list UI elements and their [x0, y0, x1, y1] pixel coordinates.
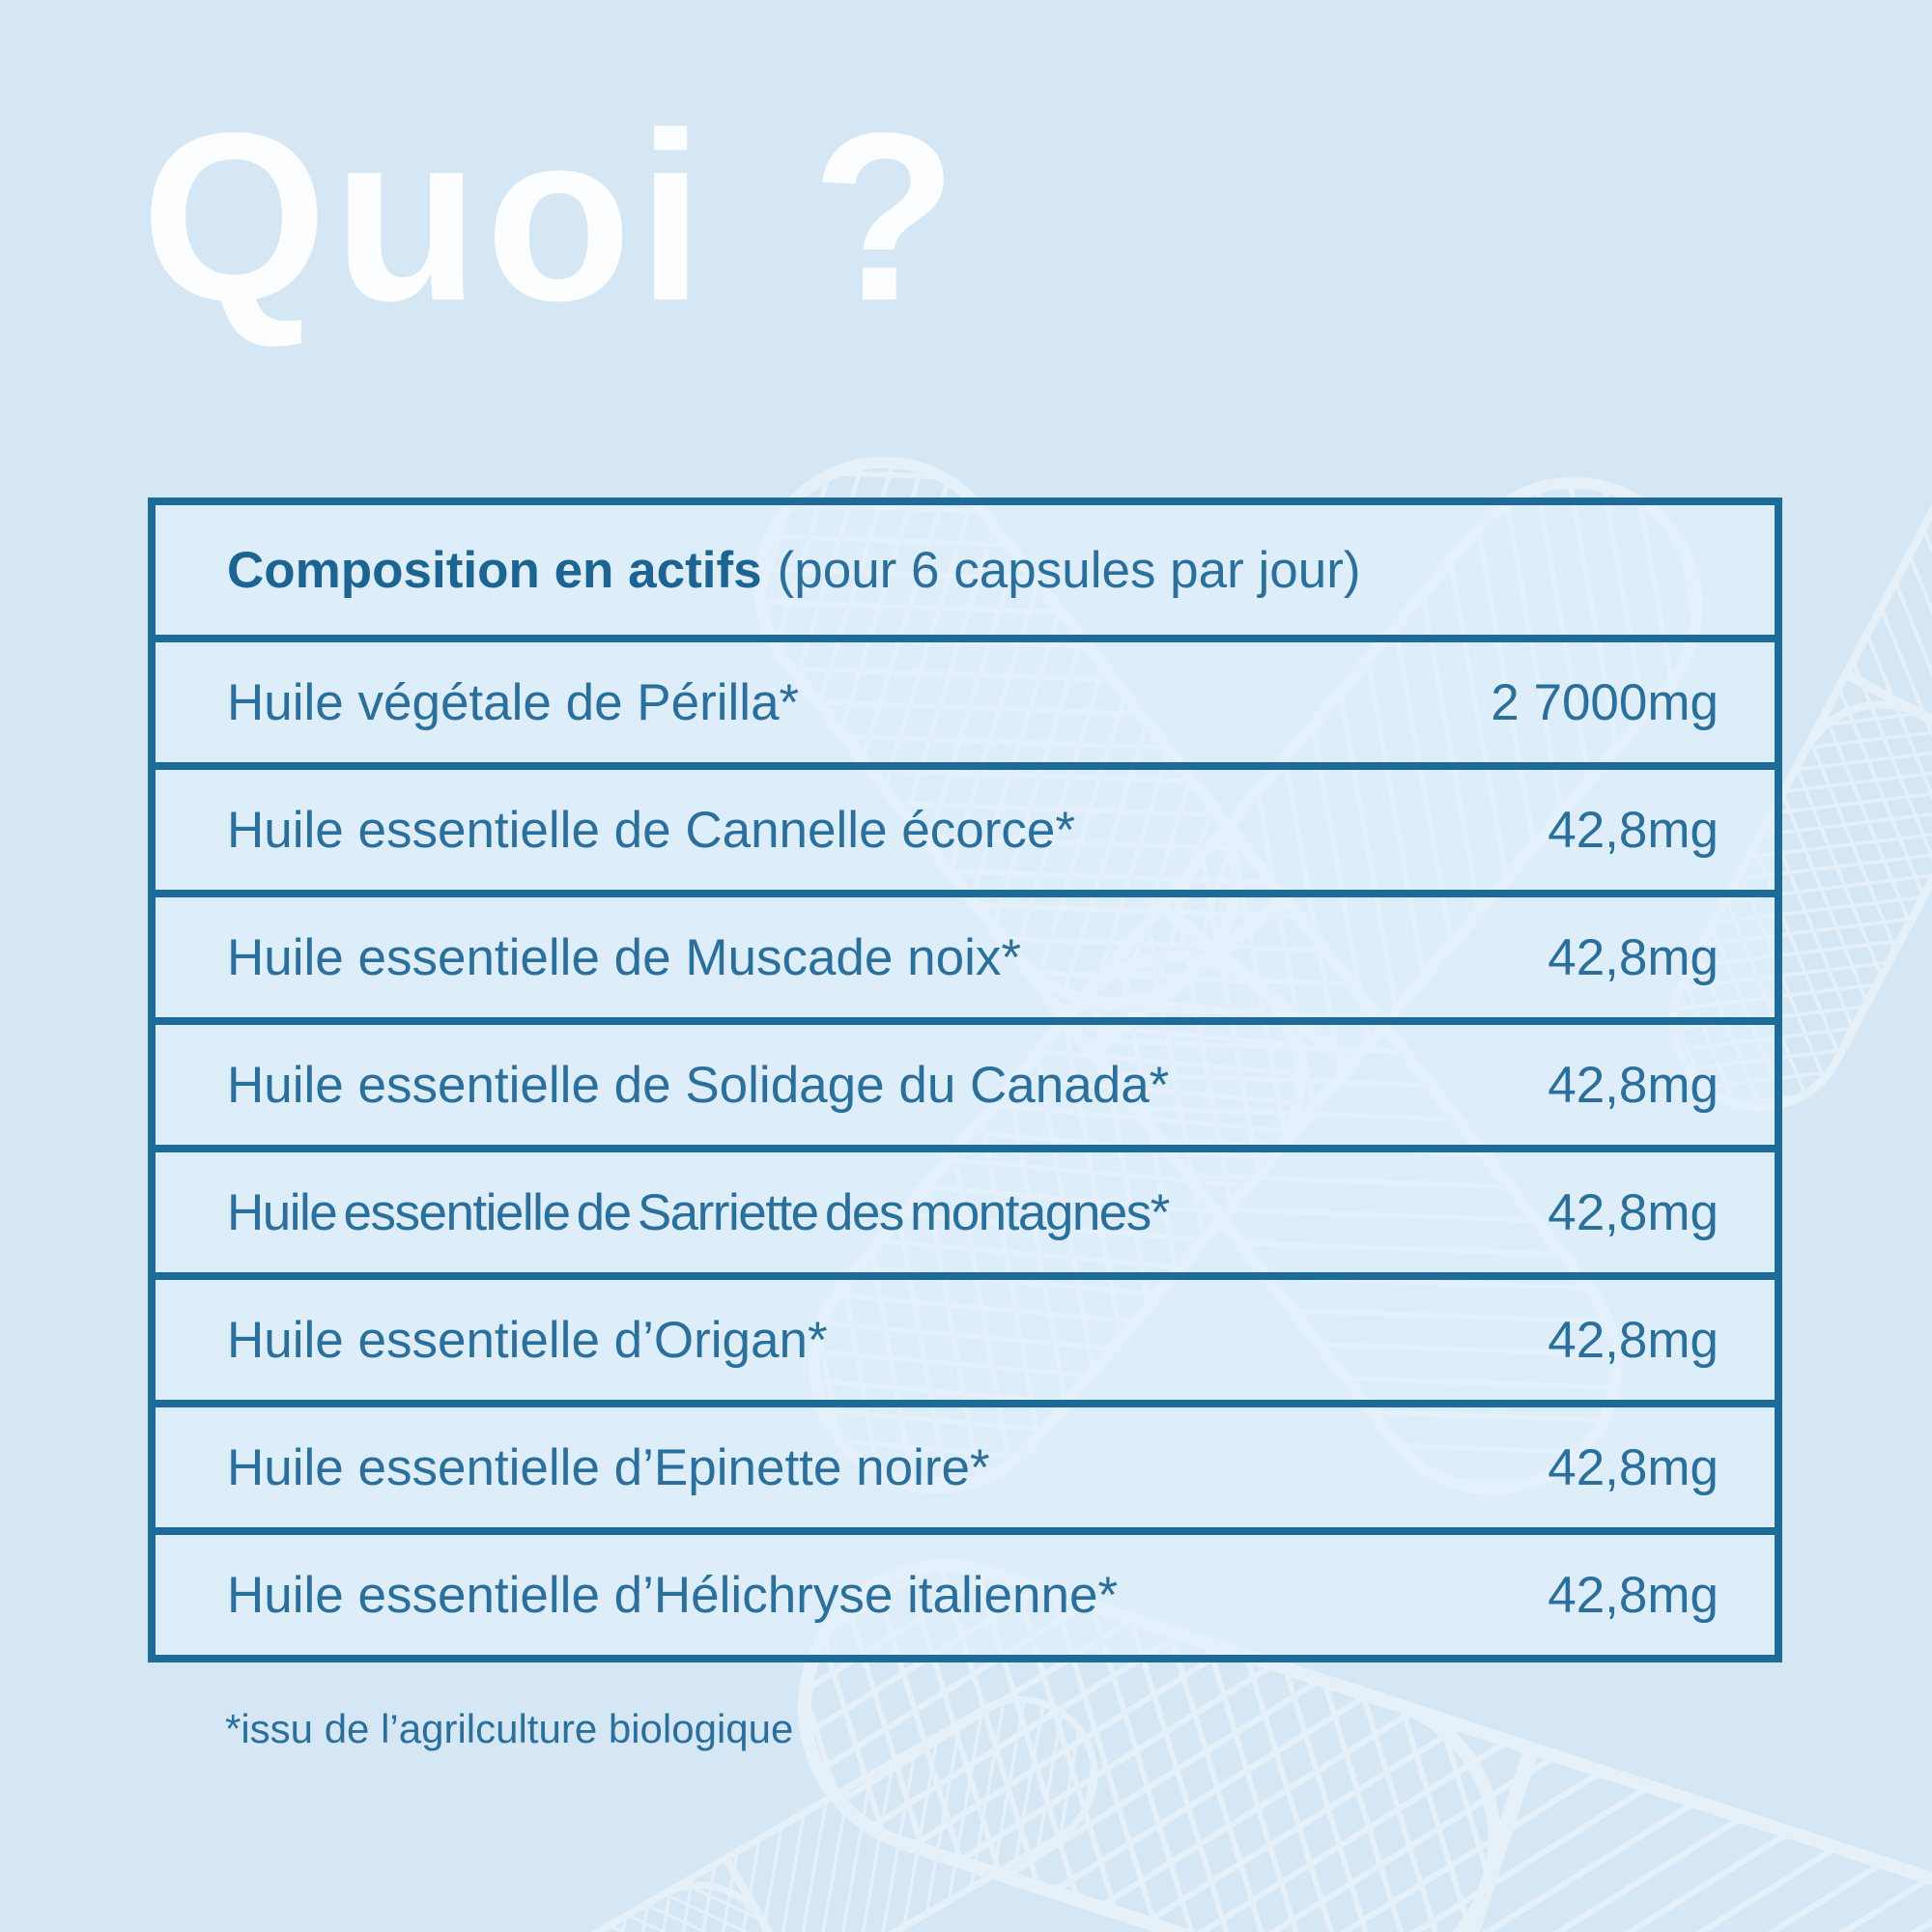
table-row: Huile essentielle d’Epinette noire* 42,8… [156, 1400, 1775, 1527]
table-row: Huile essentielle d’Origan* 42,8mg [156, 1272, 1775, 1400]
table-row: Huile essentielle de Cannelle écorce* 42… [156, 762, 1775, 890]
footnote: *issu de l’agrilculture biologique [225, 1706, 794, 1751]
table-row: Huile essentielle de Sarriette des monta… [156, 1145, 1775, 1272]
page-title: Quoi ? [141, 82, 964, 351]
ingredient-amount: 42,8mg [1548, 1183, 1719, 1241]
ingredient-label: Huile essentielle d’Origan* [227, 1311, 828, 1369]
table-header-subtitle: (pour 6 capsules par jour) [777, 541, 1361, 599]
ingredient-label: Huile essentielle d’Hélichryse italienne… [227, 1566, 1119, 1624]
ingredient-label: Huile essentielle de Sarriette des monta… [227, 1183, 1170, 1241]
table-row: Huile essentielle de Muscade noix* 42,8m… [156, 890, 1775, 1017]
ingredient-label: Huile végétale de Périlla* [227, 673, 800, 731]
table-body: Huile végétale de Périlla* 2 7000mg Huil… [156, 635, 1775, 1655]
table-row: Huile essentielle de Solidage du Canada*… [156, 1017, 1775, 1145]
table-header-title: Composition en actifs [227, 541, 762, 599]
table-row: Huile essentielle d’Hélichryse italienne… [156, 1527, 1775, 1655]
ingredient-amount: 42,8mg [1548, 1566, 1719, 1624]
ingredient-amount: 42,8mg [1548, 928, 1719, 986]
table-header-row: Composition en actifs (pour 6 capsules p… [156, 505, 1775, 635]
ingredient-label: Huile essentielle d’Epinette noire* [227, 1438, 990, 1496]
table-row: Huile végétale de Périlla* 2 7000mg [156, 635, 1775, 762]
ingredient-amount: 42,8mg [1548, 1438, 1719, 1496]
ingredient-label: Huile essentielle de Solidage du Canada* [227, 1056, 1170, 1114]
ingredient-amount: 42,8mg [1548, 1311, 1719, 1369]
ingredient-amount: 42,8mg [1548, 1056, 1719, 1114]
ingredient-label: Huile essentielle de Muscade noix* [227, 928, 1021, 986]
composition-table: Composition en actifs (pour 6 capsules p… [148, 497, 1782, 1662]
ingredient-amount: 2 7000mg [1491, 673, 1719, 731]
ingredient-label: Huile essentielle de Cannelle écorce* [227, 801, 1075, 859]
ingredient-amount: 42,8mg [1548, 801, 1719, 859]
